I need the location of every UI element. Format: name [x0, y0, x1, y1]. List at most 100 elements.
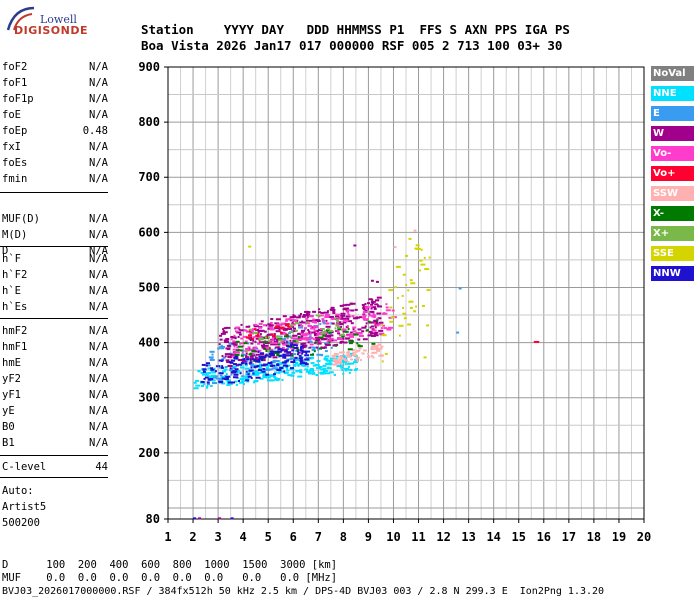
trace-point-sse [405, 254, 409, 257]
trace-point-vo- [385, 309, 391, 312]
trace-point-nne [330, 359, 333, 362]
trace-point-w [371, 306, 377, 309]
trace-point-nnw [205, 362, 210, 365]
legend-item-x-: X- [651, 206, 694, 221]
trace-point-vo- [242, 345, 245, 348]
trace-point-w [320, 311, 325, 314]
trace-point-nnw [239, 372, 242, 375]
trace-point-sse [381, 360, 384, 363]
trace-point-nne [267, 379, 273, 382]
trace-point-x- [237, 345, 243, 348]
trace-point-nne [304, 368, 309, 371]
trace-point-e [272, 359, 277, 362]
param-name: fxI [2, 141, 21, 153]
trace-point-nnw [245, 370, 248, 373]
trace-point-w [347, 320, 353, 323]
trace-point-nnw [291, 349, 295, 352]
trace-point-sse [415, 305, 418, 308]
trace-point-nnw [269, 350, 274, 353]
param-name: h`E [2, 285, 21, 297]
autoscale-version: 500200 [2, 517, 40, 529]
param-value: N/A [89, 285, 108, 297]
trace-point-nnw [288, 345, 293, 348]
trace-point-nne [337, 364, 343, 367]
trace-point-nne [279, 370, 284, 373]
trace-point-e [308, 340, 313, 343]
param-value: N/A [89, 109, 108, 121]
y-tick-label: 500 [138, 280, 160, 294]
trace-point-vo- [371, 315, 377, 318]
trace-point-x- [289, 324, 294, 327]
trace-point-nnw [232, 376, 238, 379]
trace-point-nne [265, 364, 270, 367]
trace-point-nne [274, 371, 278, 374]
trace-point-x- [320, 332, 324, 335]
trace-point-w [357, 338, 361, 341]
trace-point-w [237, 359, 243, 362]
trace-point-w [313, 332, 318, 335]
trace-point-vo- [281, 346, 285, 349]
trace-point-vo- [379, 332, 385, 335]
trace-point-nne [265, 363, 271, 366]
trace-point-vo- [268, 326, 273, 329]
trace-point-nne [341, 361, 347, 364]
trace-point-vo- [303, 327, 307, 330]
trace-point-e [217, 347, 221, 350]
trace-point-vo- [230, 338, 233, 341]
trace-point-nnw [284, 356, 287, 359]
trace-point-w [236, 331, 242, 334]
trace-point-w [370, 325, 374, 328]
trace-point-nnw [247, 375, 252, 378]
trace-point-sse [405, 283, 408, 286]
trace-point-sse [390, 316, 395, 319]
trace-point-nnw [299, 349, 304, 352]
trace-point-vo- [258, 326, 263, 329]
isolated-trace-point [248, 245, 252, 248]
trace-point-nnw [248, 369, 254, 372]
trace-point-nne [210, 374, 216, 377]
trace-point-nnw [200, 380, 205, 383]
trace-point-vo- [335, 313, 341, 316]
trace-point-nne [323, 369, 329, 372]
trace-point-x- [335, 319, 339, 322]
trace-point-nnw [298, 354, 302, 357]
trace-point-vo- [243, 329, 247, 332]
trace-point-nne [203, 382, 206, 385]
trace-point-nnw [305, 350, 311, 353]
trace-point-nne [348, 371, 351, 374]
trace-point-nne [225, 379, 231, 382]
trace-point-vo- [257, 342, 261, 345]
trace-point-nnw [270, 361, 273, 364]
trace-point-w [231, 336, 237, 339]
trace-point-nne [259, 365, 262, 368]
trace-point-nne [286, 367, 289, 370]
trace-point-w [289, 352, 293, 355]
trace-point-w [377, 299, 380, 302]
param-name: h`F2 [2, 269, 28, 281]
trace-point-vo- [351, 315, 355, 318]
trace-point-vo- [364, 306, 370, 309]
param-value: N/A [89, 405, 108, 417]
trace-point-e [316, 353, 322, 356]
trace-point-x- [341, 328, 344, 331]
trace-point-nne [349, 352, 354, 355]
trace-point-nnw [265, 373, 270, 376]
trace-point-w [297, 332, 301, 335]
trace-point-nne [322, 367, 327, 370]
trace-point-vo- [257, 333, 260, 336]
x-tick-label: 7 [315, 530, 322, 544]
trace-point-vo- [269, 339, 273, 342]
trace-point-sse [424, 268, 430, 271]
x-tick-label: 6 [290, 530, 297, 544]
trace-point-vo- [304, 332, 309, 335]
trace-point-nnw [229, 367, 232, 370]
trace-point-sse [402, 312, 407, 315]
trace-point-ssw [347, 352, 350, 355]
trace-point-e [241, 361, 247, 364]
trace-point-x- [341, 335, 345, 338]
trace-point-nnw [297, 350, 300, 353]
trace-point-vo- [346, 334, 350, 337]
trace-point-w [345, 337, 350, 340]
trace-point-w [314, 334, 318, 337]
trace-point-e [290, 357, 296, 360]
